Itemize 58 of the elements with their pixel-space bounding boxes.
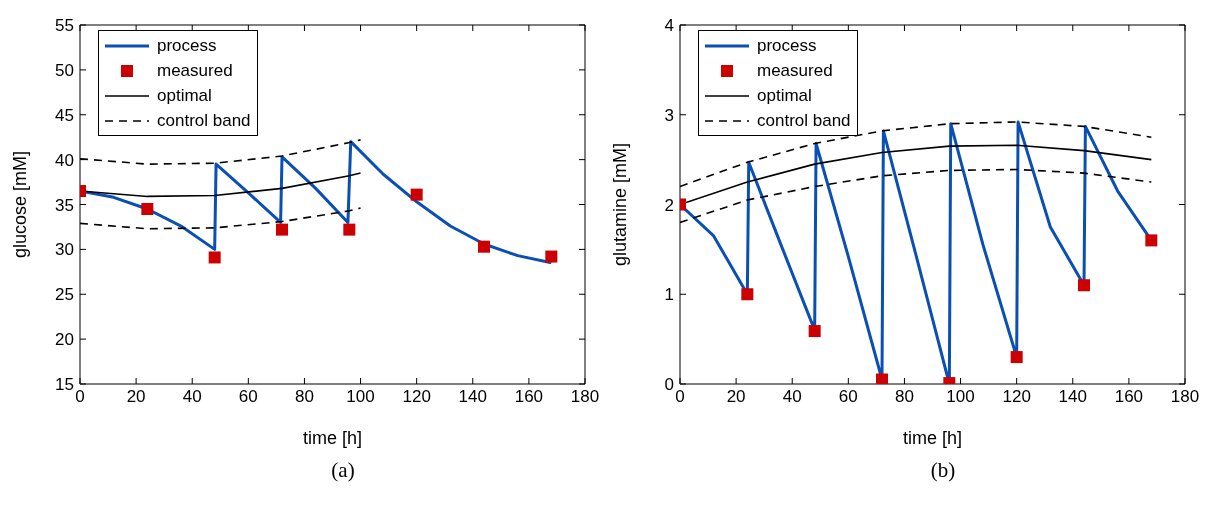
x-tick-label: 80 (894, 387, 914, 407)
x-tick-label: 100 (346, 387, 375, 407)
point (545, 250, 558, 263)
point (741, 288, 754, 301)
x-tick-label: 180 (1170, 387, 1200, 407)
x-tick-label: 140 (1058, 387, 1087, 407)
legend-label: measured (757, 60, 833, 82)
point (410, 188, 423, 201)
legend-label: optimal (757, 85, 812, 107)
legend-label: process (157, 35, 217, 57)
y-tick-label: 2 (664, 195, 674, 215)
x-tick-label: 60 (238, 387, 258, 407)
y-tick-label: 25 (55, 285, 74, 305)
point (276, 223, 288, 236)
point (808, 325, 821, 338)
x-tick-label: 120 (402, 387, 431, 407)
y-tick-label: 40 (55, 150, 74, 170)
y-tick-label: 35 (55, 195, 74, 215)
y-tick-label: 3 (664, 105, 674, 125)
x-tick-label: 100 (946, 387, 975, 407)
point (208, 251, 221, 264)
point (1078, 279, 1090, 292)
x-axis-title: time [h] (302, 428, 363, 448)
legend-label: control band (157, 110, 251, 132)
legend-label: control band (757, 110, 851, 132)
point (478, 240, 490, 253)
text: (a) (330, 458, 356, 483)
y-tick-label: 1 (664, 285, 674, 305)
x-tick-label: 160 (514, 387, 544, 407)
x-tick-label: 140 (458, 387, 487, 407)
x-tick-label: 60 (838, 387, 858, 407)
x-tick-label: 20 (726, 387, 746, 407)
x-tick-label: 80 (294, 387, 314, 407)
legend-label: process (757, 35, 817, 57)
y-tick-label: 45 (55, 105, 74, 125)
x-tick-label: 120 (1002, 387, 1031, 407)
y-axis-title: glutamine [mM] (610, 142, 631, 267)
point (876, 373, 888, 384)
y-tick-label: 55 (55, 16, 74, 36)
y-tick-label: 50 (55, 60, 74, 80)
point (1145, 234, 1158, 247)
x-tick-label: 180 (570, 387, 600, 407)
y-tick-label: 4 (664, 16, 674, 36)
legend-label: measured (157, 60, 233, 82)
legend-label: optimal (157, 85, 212, 107)
point (141, 202, 154, 215)
x-axis-title: time [h] (902, 428, 963, 448)
x-tick-label: 40 (782, 387, 802, 407)
y-axis-title: glucose [mM] (10, 150, 31, 259)
point (1010, 351, 1023, 364)
text: (b) (929, 458, 957, 483)
x-tick-label: 40 (182, 387, 202, 407)
y-tick-label: 15 (55, 375, 74, 395)
y-tick-label: 20 (55, 330, 74, 350)
point (343, 223, 356, 236)
x-tick-label: 160 (1114, 387, 1144, 407)
y-tick-label: 30 (55, 240, 74, 260)
x-tick-label: 20 (126, 387, 146, 407)
